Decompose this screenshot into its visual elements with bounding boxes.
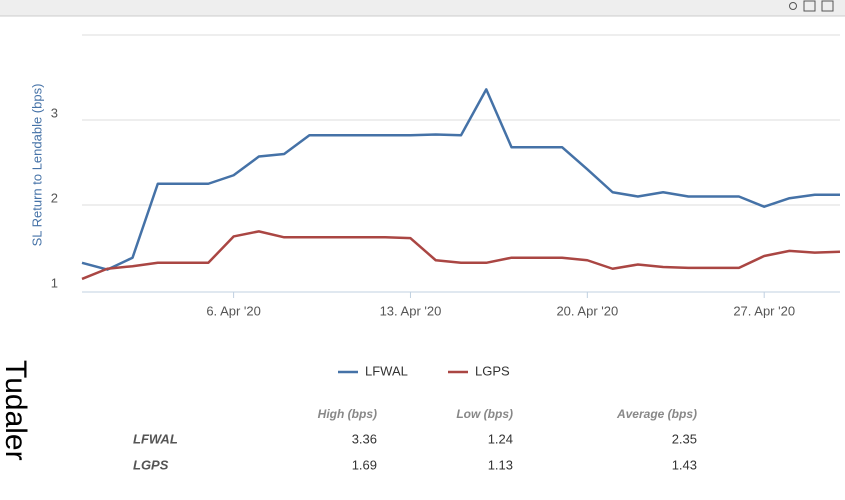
legend-label: LFWAL	[365, 363, 408, 378]
x-tick-label: 20. Apr '20	[556, 303, 618, 318]
y-tick-label: 1	[51, 275, 58, 290]
row-name: LGPS	[133, 457, 169, 472]
x-tick-label: 6. Apr '20	[206, 303, 261, 318]
header-bar	[0, 0, 845, 16]
series-line	[81, 230, 841, 281]
side-text: Tudaler	[0, 360, 32, 461]
table-cell: 1.24	[488, 431, 513, 446]
y-tick-label: 2	[51, 190, 58, 205]
table-cell: 3.36	[352, 431, 377, 446]
row-name: LFWAL	[133, 431, 178, 446]
settings-icon[interactable]	[789, 2, 797, 10]
table-cell: 1.69	[352, 457, 377, 472]
table-header: High (bps)	[318, 407, 377, 421]
x-tick-label: 27. Apr '20	[733, 303, 795, 318]
header-icons[interactable]	[789, 0, 834, 12]
series-line	[81, 88, 840, 271]
x-tick-label: 13. Apr '20	[380, 303, 442, 318]
export-icon[interactable]	[803, 0, 816, 12]
table-cell: 1.43	[672, 457, 697, 472]
table-header: Average (bps)	[616, 407, 697, 421]
legend-label: LGPS	[475, 363, 510, 378]
table-cell: 1.13	[488, 457, 513, 472]
y-tick-label: 3	[51, 105, 58, 120]
table-header: Low (bps)	[456, 407, 513, 421]
table-cell: 2.35	[672, 431, 697, 446]
y-axis-title: SL Return to Lendable (bps)	[29, 84, 44, 247]
maximize-icon[interactable]	[821, 0, 834, 12]
